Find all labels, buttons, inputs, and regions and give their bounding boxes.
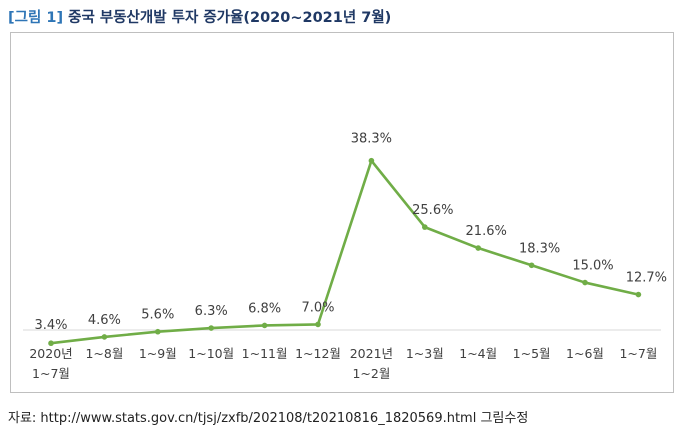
- x-tick-label-7: 2021년 1~2월: [350, 346, 393, 381]
- data-labels: 3.4% 4.6% 5.6% 6.3% 6.8% 7.0% 38.3% 25.6% 21.6% 1…: [34, 132, 667, 334]
- data-point-2: [101, 334, 108, 340]
- x-tick-label-12: 1~7월: [619, 346, 657, 361]
- data-point-6: [315, 321, 321, 328]
- x-tick-label-4: 1~10월: [188, 346, 234, 361]
- data-label-10: 18.3%: [519, 241, 560, 256]
- x-tick-label-8: 1~3월: [406, 346, 444, 361]
- x-tick-label-9: 1~4월: [459, 346, 497, 361]
- figure-title: [그림 1] 중국 부동산개발 투자 증가율(2020~2021년 7월): [8, 6, 391, 27]
- x-tick-label-10: 1~5월: [513, 346, 551, 361]
- x-tick-label-11: 1~6월: [566, 346, 604, 361]
- x-tick-label-1: 2020년 1~7월: [29, 346, 72, 381]
- x-tick-label-2: 1~8월: [85, 346, 123, 361]
- data-point-1: [48, 340, 54, 347]
- x-tick-labels: 2020년 1~7월 1~8월 1~9월 1~10월 1~11월 1~12월 2021년 1~2…: [29, 346, 657, 381]
- data-label-11: 15.0%: [572, 259, 613, 274]
- data-point-4: [208, 325, 214, 331]
- x-tick-label-6: 1~12월: [295, 346, 341, 361]
- data-label-5: 6.8%: [248, 301, 281, 316]
- data-points: [48, 157, 642, 347]
- data-label-6: 7.0%: [301, 300, 334, 315]
- data-point-10: [528, 262, 535, 269]
- series-line: [49, 159, 640, 345]
- line-chart: 3.4% 4.6% 5.6% 6.3% 6.8% 7.0% 38.3% 25.6% 21.6% 1…: [23, 132, 667, 381]
- data-label-2: 4.6%: [88, 313, 121, 328]
- data-label-4: 6.3%: [195, 304, 228, 319]
- data-point-3: [155, 328, 161, 335]
- data-label-3: 5.6%: [141, 308, 174, 323]
- x-tick-label-3: 1~9월: [139, 346, 177, 361]
- data-point-5: [261, 322, 268, 329]
- source-note: 자료: http://www.stats.gov.cn/tjsj/zxfb/20…: [8, 411, 529, 426]
- data-point-12: [635, 291, 642, 298]
- data-label-7: 38.3%: [351, 132, 392, 147]
- data-point-11: [582, 279, 588, 286]
- data-point-7: [368, 157, 375, 164]
- data-label-8: 25.6%: [412, 203, 453, 218]
- figure-label: [그림 1]: [8, 10, 64, 26]
- data-point-8: [422, 224, 428, 230]
- data-point-9: [475, 245, 482, 251]
- chart-frame: 3.4% 4.6% 5.6% 6.3% 6.8% 7.0% 38.3% 25.6% 21.6% 1…: [10, 32, 674, 393]
- data-label-12: 12.7%: [626, 271, 667, 286]
- figure-title-text: 중국 부동산개발 투자 증가율(2020~2021년 7월): [68, 10, 392, 26]
- data-label-9: 21.6%: [466, 224, 507, 239]
- data-label-1: 3.4%: [34, 318, 67, 333]
- x-tick-label-5: 1~11월: [242, 346, 288, 361]
